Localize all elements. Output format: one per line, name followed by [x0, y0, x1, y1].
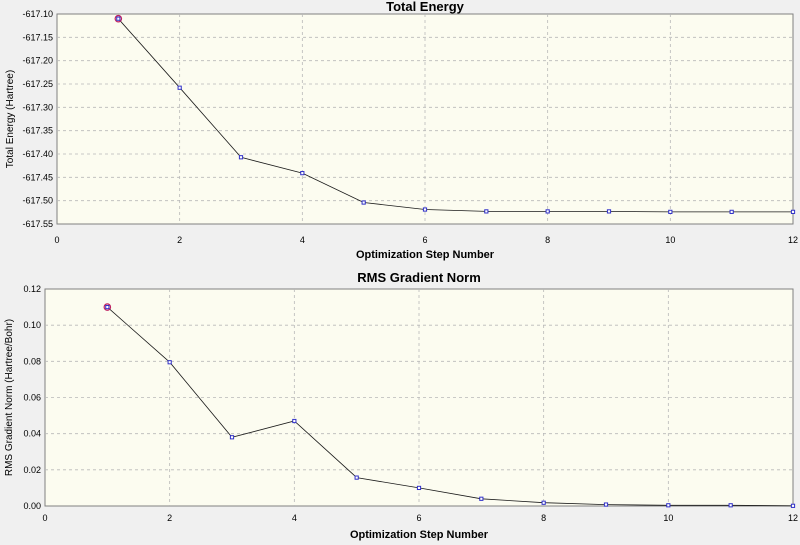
y-tick-label: -617.35 [22, 126, 53, 136]
data-point [545, 209, 550, 214]
x-tick-label: 8 [545, 235, 550, 245]
x-tick-label: 2 [167, 513, 172, 523]
data-point [354, 475, 359, 480]
data-point [238, 155, 244, 160]
y-tick-label: -617.20 [22, 56, 53, 66]
data-point [177, 85, 182, 90]
y-tick-label: 0.00 [23, 501, 41, 511]
x-tick-label: 8 [541, 513, 546, 523]
y-tick-label: -617.55 [22, 219, 53, 229]
y-axis-label: Total Energy (Hartree) [5, 70, 16, 168]
data-point-marker-ring [114, 14, 123, 23]
x-tick-label: 12 [788, 235, 798, 245]
x-tick-label: 6 [422, 235, 427, 245]
data-point [666, 503, 671, 508]
y-axis-label: RMS Gradient Norm (Hartree/Bohr) [4, 319, 15, 476]
y-tick-label: -617.15 [22, 32, 53, 42]
rms-gradient-chart: RMS Gradient Norm 0 2 4 6 8 10 12 0.12 0.10 0.08 0.… [4, 270, 798, 541]
x-tick-label: 12 [788, 513, 798, 523]
data-point [292, 418, 297, 424]
x-axis-label: Optimization Step Number [356, 249, 495, 261]
y-tick-label: -617.50 [22, 196, 53, 206]
data-point [668, 209, 673, 214]
y-tick-label: 0.10 [23, 320, 41, 330]
y-tick-label: 0.06 [23, 393, 41, 403]
y-tick-label: -617.40 [22, 149, 53, 159]
x-tick-label: 0 [54, 235, 59, 245]
data-point-marker-ring [103, 303, 112, 311]
x-tick-label: 0 [42, 513, 47, 523]
data-point [229, 435, 235, 440]
data-point [416, 485, 422, 491]
y-tick-label: -617.30 [22, 102, 53, 112]
series-line [118, 18, 793, 213]
data-point [422, 207, 428, 212]
x-tick-label: 10 [663, 513, 673, 523]
data-point [484, 209, 489, 214]
data-point [105, 304, 110, 310]
y-tick-label: 0.08 [23, 356, 41, 366]
data-point [541, 500, 546, 505]
x-tick-label: 2 [177, 235, 182, 245]
data-point [167, 360, 172, 365]
chart-title: RMS Gradient Norm [357, 270, 481, 285]
x-tick-label: 4 [300, 235, 305, 245]
data-point [728, 503, 733, 508]
chart-title: Total Energy [386, 0, 465, 14]
y-tick-label: 0.04 [23, 429, 41, 439]
data-point [603, 502, 609, 507]
data-point [479, 496, 484, 501]
data-point [300, 171, 305, 176]
y-tick-label: -617.25 [22, 79, 53, 89]
y-tick-label: 0.02 [23, 465, 41, 475]
data-point [729, 209, 734, 214]
data-point [606, 209, 612, 214]
y-tick-label: -617.10 [22, 9, 53, 19]
x-tick-label: 6 [416, 513, 421, 523]
x-axis-label: Optimization Step Number [350, 529, 489, 541]
y-tick-label: -617.45 [22, 172, 53, 182]
x-tick-label: 4 [292, 513, 297, 523]
total-energy-chart: Total Energy 0 2 4 6 8 10 12 -617.10 -617.15 -617.… [5, 0, 798, 261]
series-line [107, 306, 794, 507]
data-point [790, 209, 796, 214]
data-point [116, 16, 121, 21]
data-point [790, 503, 796, 508]
data-point [361, 200, 366, 205]
x-tick-label: 10 [665, 235, 675, 245]
y-tick-label: 0.12 [23, 284, 41, 294]
